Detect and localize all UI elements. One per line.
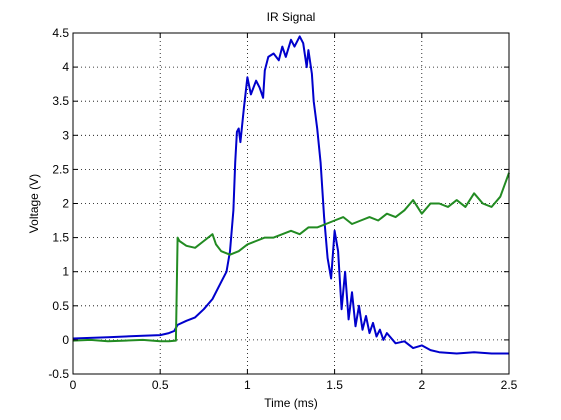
series-line-1 xyxy=(72,35,509,355)
grid-lines xyxy=(73,33,509,374)
y-tick-label: 0.5 xyxy=(52,299,69,313)
x-tick-label: 2.5 xyxy=(501,378,518,392)
y-tick-label: -0.5 xyxy=(48,367,69,381)
y-tick-label: 1.5 xyxy=(52,231,69,245)
x-tick-label: 2 xyxy=(418,378,425,392)
y-axis-label: Voltage (V) xyxy=(27,174,41,233)
axis-ticks: 0 0.5 1 1.5 2 2.5-0.500.511.522.533.544.5 xyxy=(48,26,517,392)
chart-title: IR Signal xyxy=(267,10,316,24)
y-tick-label: 1 xyxy=(62,265,69,279)
series-layer xyxy=(72,35,510,355)
y-tick-label: 2 xyxy=(62,197,69,211)
x-tick-label: 1.5 xyxy=(326,378,343,392)
y-tick-label: 4.5 xyxy=(52,26,69,40)
x-tick-label: 0 xyxy=(70,378,77,392)
x-axis-label: Time (ms) xyxy=(264,396,318,410)
x-tick-label: 1 xyxy=(244,378,251,392)
x-tick-label: 0.5 xyxy=(152,378,169,392)
y-tick-label: 3.5 xyxy=(52,94,69,108)
series-line-2 xyxy=(72,172,510,343)
y-tick-label: 0 xyxy=(62,333,69,347)
y-tick-label: 3 xyxy=(62,128,69,142)
y-tick-label: 4 xyxy=(62,60,69,74)
y-tick-label: 2.5 xyxy=(52,162,69,176)
